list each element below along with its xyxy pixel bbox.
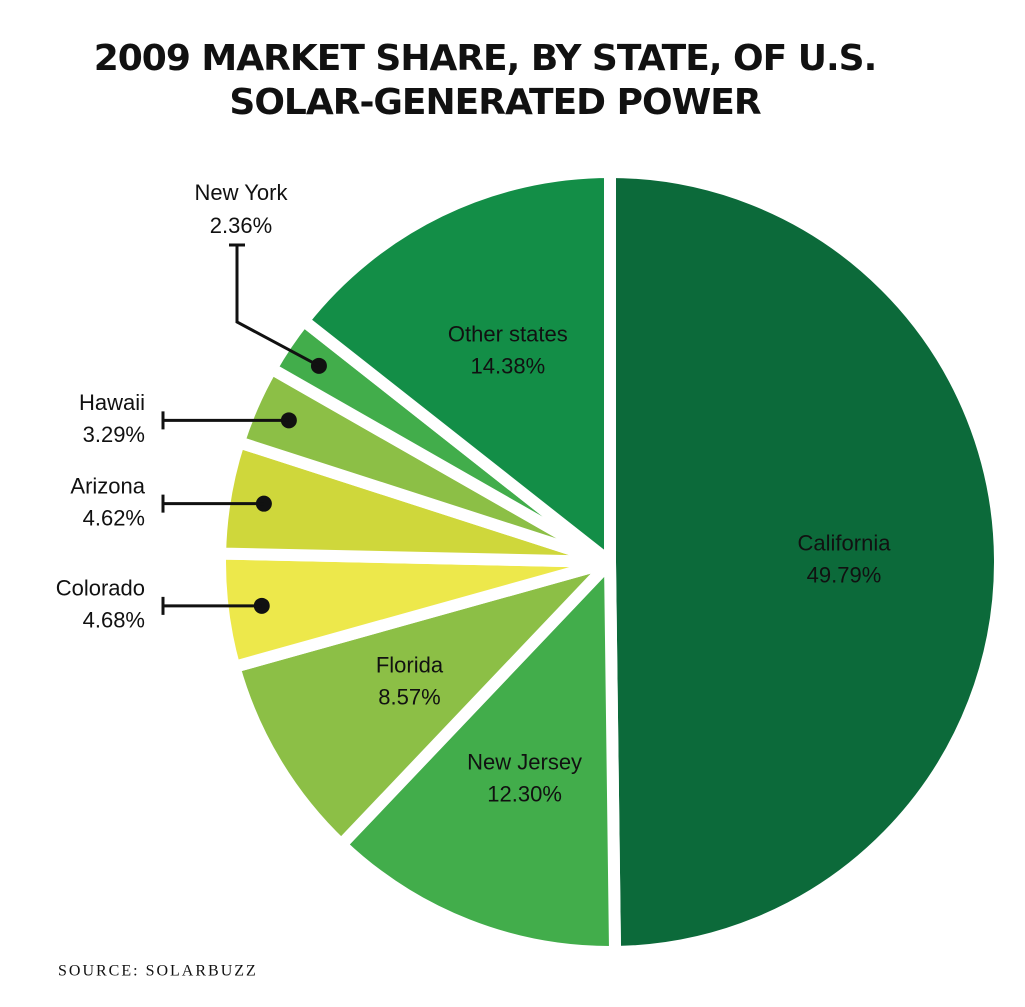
callout-line bbox=[161, 596, 262, 615]
callout-value: 4.62% bbox=[83, 505, 145, 530]
chart-title-line2: SOLAR-GENERATED POWER bbox=[229, 82, 760, 123]
callout-line bbox=[229, 243, 320, 368]
chart-title: 2009 MARKET SHARE, BY STATE, OF U.S. bbox=[94, 38, 877, 79]
source: SOURCE: SOLARBUZZ bbox=[58, 963, 258, 980]
slice-label: Florida bbox=[376, 652, 444, 677]
pie-slice bbox=[297, 166, 616, 568]
callout-label: New York bbox=[195, 180, 289, 205]
pie-slice bbox=[228, 556, 616, 851]
slice-value: 49.79% bbox=[807, 562, 882, 587]
slice-label: Other states bbox=[448, 321, 568, 346]
callout-value: 4.68% bbox=[83, 608, 145, 633]
callout-line bbox=[161, 494, 264, 513]
slice-value: 14.38% bbox=[471, 353, 546, 378]
callout-line bbox=[161, 411, 289, 430]
slice-label: New Jersey bbox=[467, 750, 582, 775]
callout-label: Hawaii bbox=[79, 390, 145, 415]
callout-value: 3.29% bbox=[83, 422, 145, 447]
slice-value: 8.57% bbox=[378, 684, 440, 709]
callout-value: 2.36% bbox=[210, 213, 272, 238]
pie-slice bbox=[604, 166, 1006, 958]
slice-value: 12.30% bbox=[487, 782, 562, 807]
slice-label: California bbox=[798, 530, 892, 555]
callout-label: Arizona bbox=[70, 473, 145, 498]
callout-label: Colorado bbox=[56, 576, 145, 601]
pie-slice bbox=[335, 556, 622, 958]
